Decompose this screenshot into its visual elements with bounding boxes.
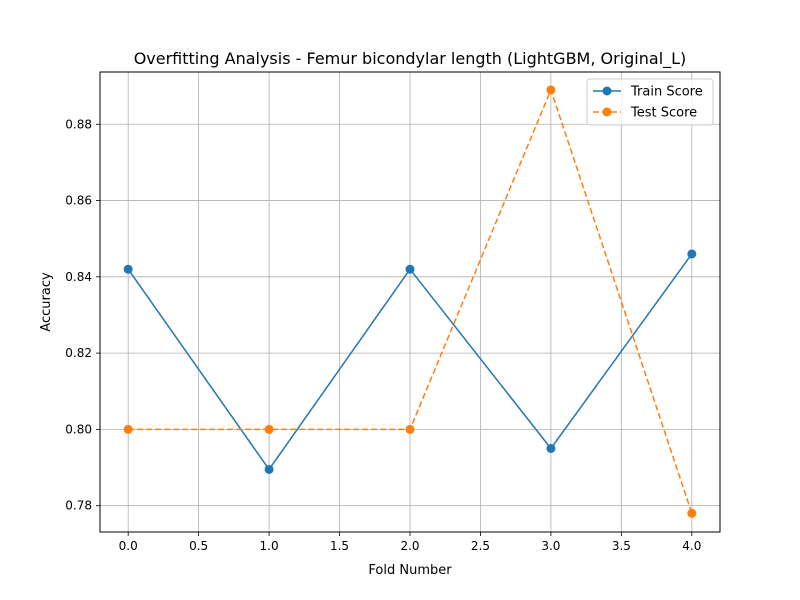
x-tick-label: 2.0 <box>400 539 419 553</box>
chart-title: Overfitting Analysis - Femur bicondylar … <box>134 49 687 69</box>
test-score-point <box>405 424 415 434</box>
train-score-legend-label: Train Score <box>630 85 703 100</box>
test-score-legend-label: Test Score <box>630 106 697 121</box>
y-axis-label: Accuracy <box>39 272 54 332</box>
legend: Train Score Test Score <box>586 78 714 126</box>
x-tick-label: 3.5 <box>612 539 631 553</box>
axis-ticks: 0.0 0.5 1.0 1.5 2.0 2.5 3.0 3.5 4.0 0.78 0.80 0.82 0… <box>65 117 701 553</box>
x-tick-label: 3.0 <box>541 539 560 553</box>
x-axis-label: Fold Number <box>368 563 452 578</box>
test-score-point <box>123 424 133 434</box>
x-tick-label: 0.5 <box>189 539 208 553</box>
x-tick-label: 1.5 <box>330 539 349 553</box>
test-score-legend-marker <box>602 107 612 117</box>
y-tick-label: 0.80 <box>65 422 92 436</box>
y-tick-label: 0.84 <box>65 270 92 284</box>
plot-series <box>123 85 697 518</box>
y-tick-label: 0.78 <box>65 499 92 513</box>
y-tick-label: 0.88 <box>65 117 92 131</box>
y-tick-label: 0.86 <box>65 194 92 208</box>
x-tick-label: 1.0 <box>260 539 279 553</box>
test-score-point <box>546 85 556 95</box>
x-tick-label: 2.5 <box>471 539 490 553</box>
train-score-legend-marker <box>602 86 612 96</box>
test-score-point <box>687 508 697 518</box>
train-score-point <box>405 264 415 274</box>
train-score-point <box>687 249 697 259</box>
train-score-point <box>123 264 133 274</box>
x-tick-label: 4.0 <box>682 539 701 553</box>
train-score-point <box>546 443 556 453</box>
y-tick-label: 0.82 <box>65 346 92 360</box>
train-score-point <box>264 464 274 474</box>
x-tick-label: 0.0 <box>119 539 138 553</box>
test-score-point <box>264 424 274 434</box>
